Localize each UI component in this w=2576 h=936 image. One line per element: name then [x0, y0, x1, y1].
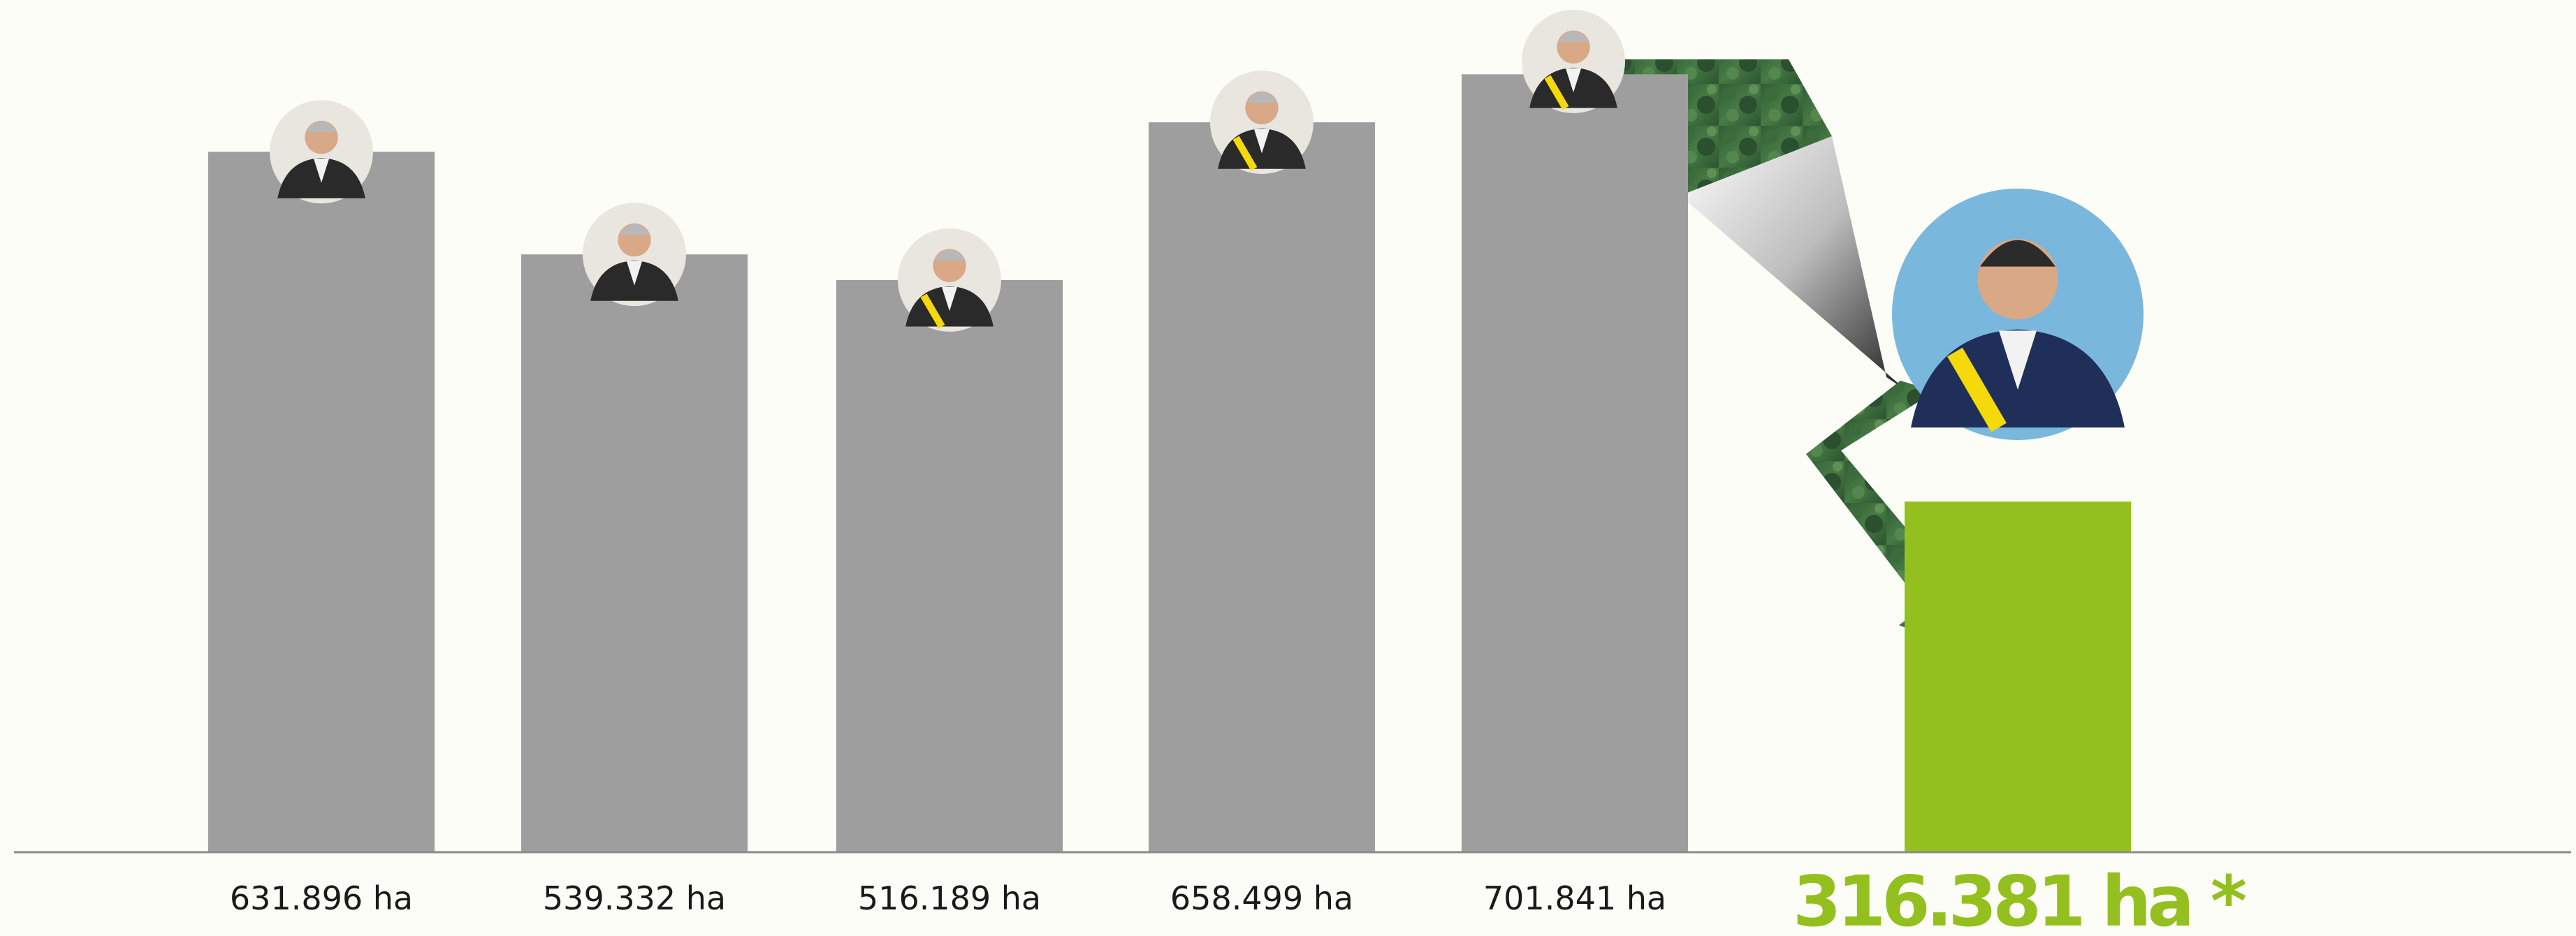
portrait-3-icon — [898, 228, 1001, 332]
bar-4 — [1149, 122, 1375, 853]
value-label-2: 539.332 ha — [543, 879, 726, 917]
portrait-2-icon — [583, 203, 686, 307]
value-label-6: 316.381 ha * — [1793, 861, 2246, 936]
value-label-4: 658.499 ha — [1170, 879, 1353, 917]
bars-group — [208, 74, 2131, 853]
portrait-6-icon — [1892, 189, 2144, 440]
value-label-5: 701.841 ha — [1483, 879, 1666, 917]
portrait-5-icon — [1522, 10, 1625, 113]
bar-6 — [1905, 501, 2131, 852]
portrait-4-icon — [1210, 71, 1314, 175]
value-label-1: 631.896 ha — [230, 879, 413, 917]
value-labels-group: 631.896 ha 539.332 ha 516.189 ha 658.499 ha… — [230, 861, 2250, 936]
bar-5 — [1462, 74, 1688, 852]
bar-2 — [521, 254, 748, 853]
portraits-group — [270, 10, 2144, 440]
portrait-1-icon — [270, 100, 373, 204]
bar-1 — [208, 152, 435, 852]
value-label-3: 516.189 ha — [858, 879, 1041, 917]
fade-band — [1680, 136, 1907, 391]
bar-3 — [836, 279, 1063, 853]
